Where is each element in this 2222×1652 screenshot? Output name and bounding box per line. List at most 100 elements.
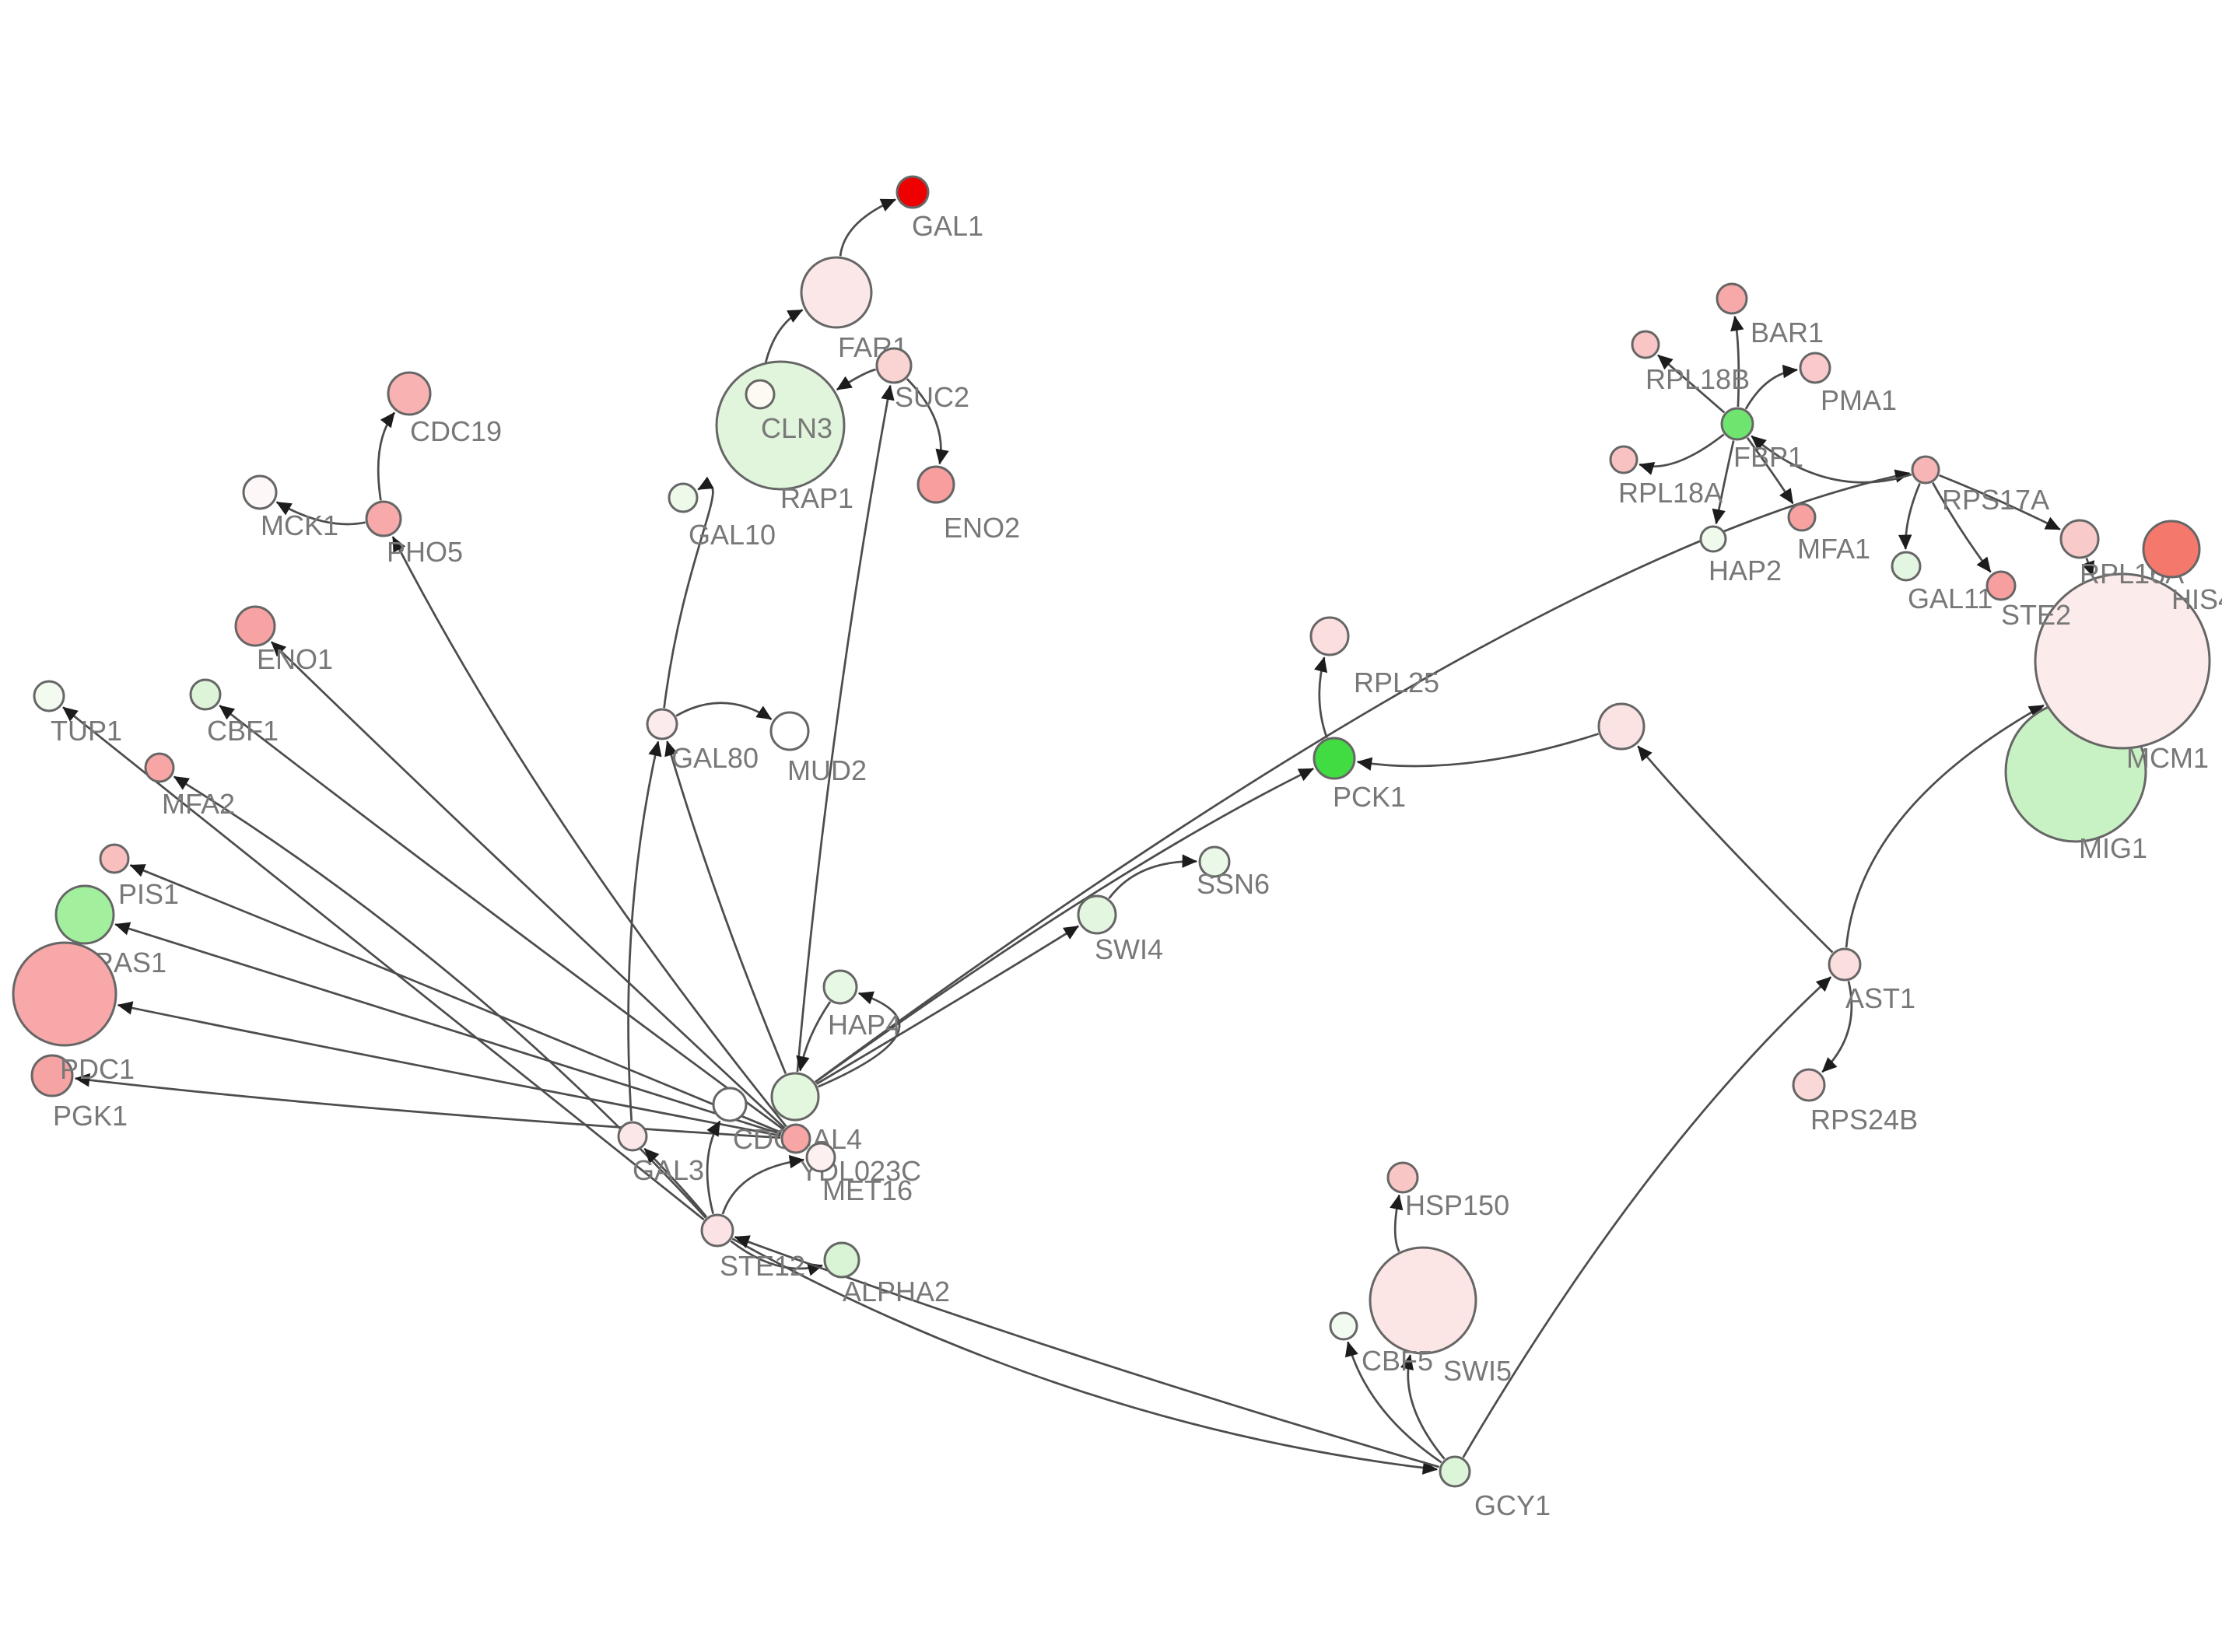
- node-BAR1[interactable]: [1716, 282, 1748, 315]
- edge-YDL023C-RAS1[interactable]: [114, 922, 782, 1136]
- edge-FBP1-HAP2[interactable]: [1712, 440, 1735, 525]
- node-PGK1[interactable]: [30, 1054, 74, 1097]
- edge-SUC2-RAP1[interactable]: [836, 368, 876, 391]
- node-MCM1[interactable]: [2034, 572, 2211, 750]
- edge-FAR1-GAL1[interactable]: [839, 198, 896, 257]
- node-MUD2[interactable]: [769, 711, 810, 751]
- node-CBF5[interactable]: [1329, 1311, 1358, 1341]
- node-CDC19[interactable]: [387, 371, 432, 416]
- node-GAL11[interactable]: [1891, 551, 1922, 582]
- node-PIS1[interactable]: [99, 843, 130, 874]
- node-RPS24B[interactable]: [1792, 1068, 1826, 1102]
- node-RPL18A[interactable]: [1609, 445, 1638, 474]
- node-CLN3[interactable]: [745, 379, 776, 410]
- node-GAL3[interactable]: [617, 1121, 648, 1152]
- edge-GAL4-PCK1[interactable]: [815, 767, 1314, 1083]
- edge-GAL4-HAP4[interactable]: [817, 991, 901, 1088]
- edge-GAL4-SWI4[interactable]: [815, 925, 1079, 1085]
- edge-YDL023C-CBF1[interactable]: [219, 705, 784, 1131]
- edge-YDL023C-ENO1[interactable]: [270, 641, 786, 1129]
- edge-PHO5-MCK1[interactable]: [275, 501, 366, 526]
- node-ENO2[interactable]: [916, 465, 955, 504]
- node-STE12[interactable]: [700, 1213, 734, 1248]
- node-GAL4[interactable]: [770, 1072, 820, 1122]
- edge-UNNAMED-PCK1[interactable]: [1356, 733, 1599, 771]
- node-PHO5[interactable]: [365, 500, 402, 537]
- node-MFA1[interactable]: [1787, 502, 1817, 532]
- node-HSP150[interactable]: [1386, 1161, 1419, 1194]
- edge-PCK1-RPL25[interactable]: [1314, 656, 1328, 739]
- edge-GCY1-AST1[interactable]: [1462, 976, 1832, 1458]
- edge-RPS17A-FBP1[interactable]: [1751, 435, 1912, 484]
- edge-GCY1-CBF5[interactable]: [1344, 1341, 1442, 1464]
- edge-GAL80-GAL10[interactable]: [663, 476, 714, 709]
- node-FAR1[interactable]: [800, 256, 873, 329]
- node-PMA1[interactable]: [1799, 352, 1831, 384]
- node-GAL1[interactable]: [895, 175, 930, 209]
- edge-AST1-MCM1[interactable]: [1845, 704, 2045, 948]
- edge-FBP1-PMA1[interactable]: [1744, 364, 1798, 410]
- edge-AST1-UNNAMED[interactable]: [1637, 745, 1834, 954]
- node-SWI5[interactable]: [1369, 1246, 1477, 1355]
- edge-RPS17A-RPL16A[interactable]: [1939, 474, 2061, 530]
- node-ALPHA2[interactable]: [823, 1241, 860, 1279]
- node-SUC2[interactable]: [875, 347, 913, 384]
- node-GAL80[interactable]: [646, 708, 678, 740]
- edge-RPS17A-STE2[interactable]: [1931, 481, 1992, 573]
- edge-AST1-RPS24B[interactable]: [1821, 981, 1853, 1073]
- node-YDL023C[interactable]: [780, 1123, 811, 1154]
- node-PCK1[interactable]: [1313, 737, 1356, 780]
- edge-SWI4-SSN6[interactable]: [1108, 854, 1197, 899]
- node-MFA2[interactable]: [144, 752, 175, 783]
- node-SSN6[interactable]: [1198, 845, 1231, 878]
- node-PDC1[interactable]: [12, 941, 117, 1047]
- edge-SUC2-ENO2[interactable]: [906, 378, 949, 465]
- edge-FBP1-RPL18B[interactable]: [1657, 354, 1726, 414]
- edge-YDL023C-PIS1[interactable]: [129, 864, 783, 1134]
- edge-RPL16A-MCM1[interactable]: [2081, 557, 2095, 577]
- node-MET16[interactable]: [805, 1142, 836, 1173]
- node-GCY1[interactable]: [1439, 1455, 1471, 1488]
- node-HAP2[interactable]: [1699, 525, 1727, 553]
- edge-STE12-GAL3[interactable]: [643, 1147, 708, 1218]
- edge-HAP4-GAL4[interactable]: [796, 1001, 832, 1072]
- edge-GCY1-SWI5[interactable]: [1400, 1354, 1446, 1460]
- edge-STE12-MET16[interactable]: [721, 1154, 805, 1215]
- node-TUP1[interactable]: [33, 680, 65, 712]
- edge-FBP1-BAR1[interactable]: [1730, 315, 1744, 408]
- edge-GAL4-RPS17A[interactable]: [814, 469, 1911, 1083]
- edge-GAL4-GAL80[interactable]: [664, 740, 787, 1074]
- node-RPL25[interactable]: [1309, 616, 1350, 656]
- edge-STE12-TUP1[interactable]: [62, 706, 705, 1221]
- edge-YDL023C-PHO5[interactable]: [391, 536, 787, 1128]
- edge-GAL4-SUC2[interactable]: [796, 384, 895, 1073]
- node-FBP1[interactable]: [1720, 407, 1754, 441]
- node-RAS1[interactable]: [54, 884, 115, 945]
- node-STE2[interactable]: [1985, 570, 2017, 601]
- edge-RPS17A-GAL11[interactable]: [1898, 482, 1921, 550]
- node-CBF1[interactable]: [189, 678, 222, 711]
- node-RPS17A[interactable]: [1911, 455, 1940, 485]
- edge-FBP1-RPL18A[interactable]: [1638, 433, 1725, 475]
- edge-GAL3-GAL80[interactable]: [627, 740, 662, 1122]
- edge-PHO5-CDC19[interactable]: [377, 411, 396, 501]
- node-ENO1[interactable]: [234, 605, 276, 647]
- node-MCK1[interactable]: [242, 474, 278, 510]
- node-AST1[interactable]: [1828, 947, 1862, 982]
- edge-STE12-CDC4[interactable]: [706, 1120, 721, 1215]
- node-SWI4[interactable]: [1077, 894, 1117, 935]
- edge-STE12-ALPHA2[interactable]: [730, 1240, 823, 1276]
- edge-YDL023C-PGK1[interactable]: [74, 1073, 781, 1139]
- node-HAP4[interactable]: [822, 969, 858, 1005]
- node-HIS4[interactable]: [2142, 520, 2201, 579]
- edge-STE12-GCY1[interactable]: [731, 1237, 1439, 1475]
- edge-GAL80-MUD2[interactable]: [675, 702, 773, 720]
- node-CDC4[interactable]: [712, 1087, 748, 1122]
- node-GAL10[interactable]: [668, 482, 699, 513]
- node-RPL16A[interactable]: [2059, 519, 2100, 559]
- node-UNNAMED[interactable]: [1597, 702, 1645, 751]
- edge-SWI5-HSP150[interactable]: [1390, 1194, 1404, 1252]
- edge-YDL023C-PDC1[interactable]: [117, 1001, 781, 1137]
- node-RPL18B[interactable]: [1631, 330, 1660, 359]
